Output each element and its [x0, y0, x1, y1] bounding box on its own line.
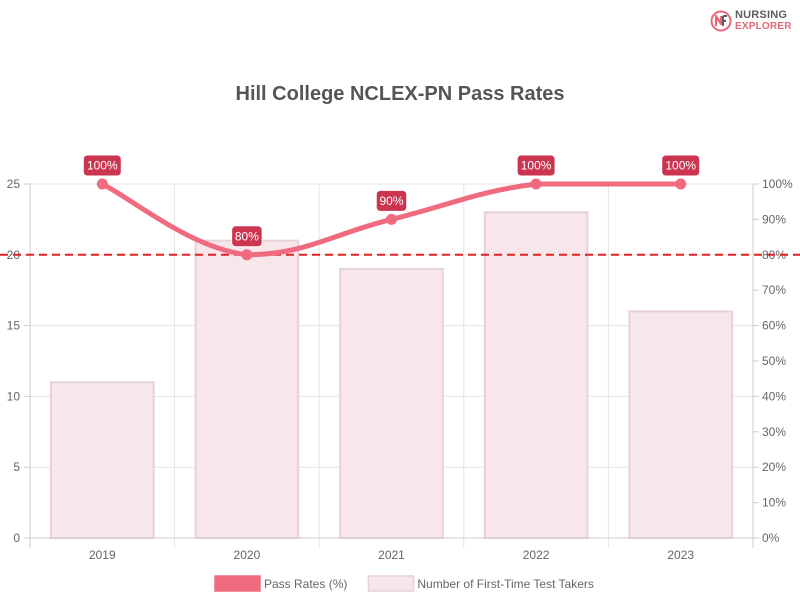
data-label-bg [231, 225, 263, 248]
data-label-bg [82, 154, 122, 177]
data-labels: 100% 80% 90% 100% 100% [82, 154, 701, 248]
right-axis-tick-label: 30% [762, 425, 786, 439]
legend-item[interactable]: Number of First-Time Test Takers [367, 575, 594, 592]
data-label-group: 80% [231, 225, 263, 248]
data-label-bg [375, 189, 408, 212]
x-axis-tick-label: 2021 [378, 548, 405, 562]
legend-item[interactable]: Pass Rates (%) [214, 575, 347, 592]
logo-line1: NURSING [735, 9, 788, 21]
bar-series [49, 211, 734, 539]
left-axis-tick-label: 10 [7, 389, 21, 403]
right-axis-tick-label: 100% [762, 177, 793, 191]
bar[interactable] [339, 267, 444, 539]
nursing-explorer-logo-icon [710, 10, 732, 32]
line-point[interactable] [530, 178, 542, 190]
legend-swatch [367, 575, 415, 592]
legend-label: Number of First-Time Test Takers [417, 577, 593, 591]
line-point[interactable] [386, 213, 397, 225]
right-axis-tick-label: 60% [762, 319, 786, 333]
data-label: 90% [379, 194, 403, 208]
x-axis-tick-label: 2020 [234, 548, 261, 562]
left-axis-tick-label: 15 [7, 319, 21, 333]
data-label: 100% [87, 159, 118, 173]
legend-swatch [214, 575, 261, 592]
right-axis-tick-label: 50% [762, 354, 786, 368]
bar[interactable] [483, 211, 589, 539]
line-point[interactable] [241, 249, 253, 261]
bar[interactable] [628, 310, 734, 539]
axes: 05101520250%10%20%30%40%50%60%70%80%90%1… [7, 177, 793, 562]
nursing-explorer-logo[interactable]: NURSING EXPLORER [710, 8, 795, 34]
bar[interactable] [49, 381, 155, 539]
right-axis-tick-label: 90% [762, 212, 786, 226]
line-point[interactable] [675, 178, 687, 190]
data-label: 100% [521, 159, 552, 173]
logo-text: NURSING EXPLORER [735, 9, 792, 33]
data-label-group: 100% [82, 154, 122, 177]
data-label-bg [516, 154, 556, 177]
legend: Pass Rates (%) Number of First-Time Test … [214, 575, 594, 592]
left-axis-tick-label: 0 [13, 531, 20, 545]
right-axis-tick-label: 0% [762, 531, 780, 545]
data-label-group: 100% [516, 154, 556, 177]
left-axis-tick-label: 5 [13, 460, 20, 474]
data-label: 80% [235, 229, 259, 243]
right-axis-tick-label: 10% [762, 496, 786, 510]
right-axis-tick-label: 20% [762, 460, 786, 474]
right-axis-tick-label: 40% [762, 389, 786, 403]
legend-label: Pass Rates (%) [264, 577, 347, 591]
chart-title: Hill College NCLEX-PN Pass Rates [236, 83, 565, 105]
x-axis-tick-label: 2019 [89, 548, 116, 562]
data-label-bg [661, 154, 701, 177]
x-axis-tick-label: 2022 [523, 548, 550, 562]
data-label-group: 90% [375, 189, 408, 212]
x-axis-tick-label: 2023 [667, 548, 694, 562]
left-axis-tick-label: 25 [7, 177, 21, 191]
data-label-group: 100% [661, 154, 701, 177]
data-label: 100% [665, 159, 696, 173]
logo-line2: EXPLORER [735, 21, 792, 32]
right-axis-tick-label: 70% [762, 283, 786, 297]
line-series [96, 178, 687, 261]
line-point[interactable] [96, 178, 108, 190]
bar[interactable] [194, 239, 300, 539]
